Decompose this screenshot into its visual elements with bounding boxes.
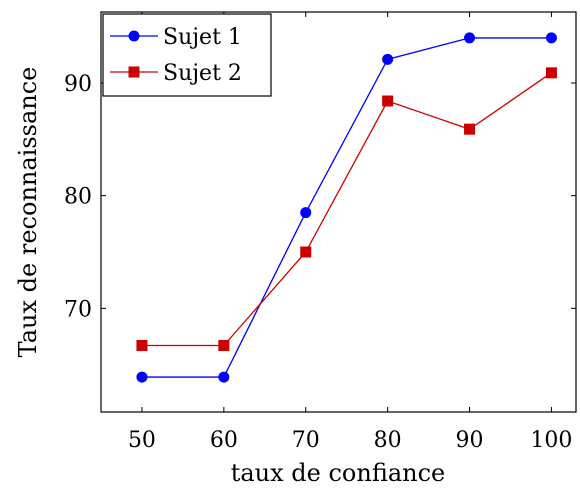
legend-frame [102,13,272,97]
x-tick-label: 100 [530,428,572,453]
data-point [545,32,557,44]
data-point [464,32,476,44]
series-2 [136,67,557,352]
x-axis-label: taux de confiance [231,459,446,487]
ticks: 50 60 70 80 90 100 70 80 90 [64,12,576,453]
x-tick-label: 90 [456,428,484,453]
series-line [141,72,552,347]
data-point [300,207,312,219]
data-point [300,246,312,258]
y-axis-label: Taux de reconnaissance [14,67,42,358]
data-point [464,123,476,135]
y-tick-label: 70 [64,297,92,322]
data-point [136,371,148,383]
data-point [545,67,557,79]
legend-label: Sujet 2 [163,61,242,86]
data-point [218,371,230,383]
series-1 [136,32,557,383]
x-tick-label: 80 [374,428,402,453]
legend: Sujet 1 Sujet 2 [102,13,272,97]
x-tick-label: 70 [292,428,320,453]
legend-item: Sujet 1 [110,25,242,50]
data-point [136,340,148,352]
y-tick-label: 80 [64,185,92,210]
legend-marker [128,66,140,78]
data-point [382,53,394,65]
legend-items: Sujet 1 Sujet 2 [110,25,242,86]
x-tick-label: 50 [128,428,156,453]
series-line [141,37,552,378]
legend-marker [128,30,140,42]
data-point [218,340,230,352]
series-layer [136,32,557,383]
legend-item: Sujet 2 [110,61,242,86]
legend-label: Sujet 1 [163,25,242,50]
data-point [382,95,394,107]
x-tick-label: 60 [210,428,238,453]
plot-frame [100,11,577,413]
y-tick-label: 90 [64,72,92,97]
